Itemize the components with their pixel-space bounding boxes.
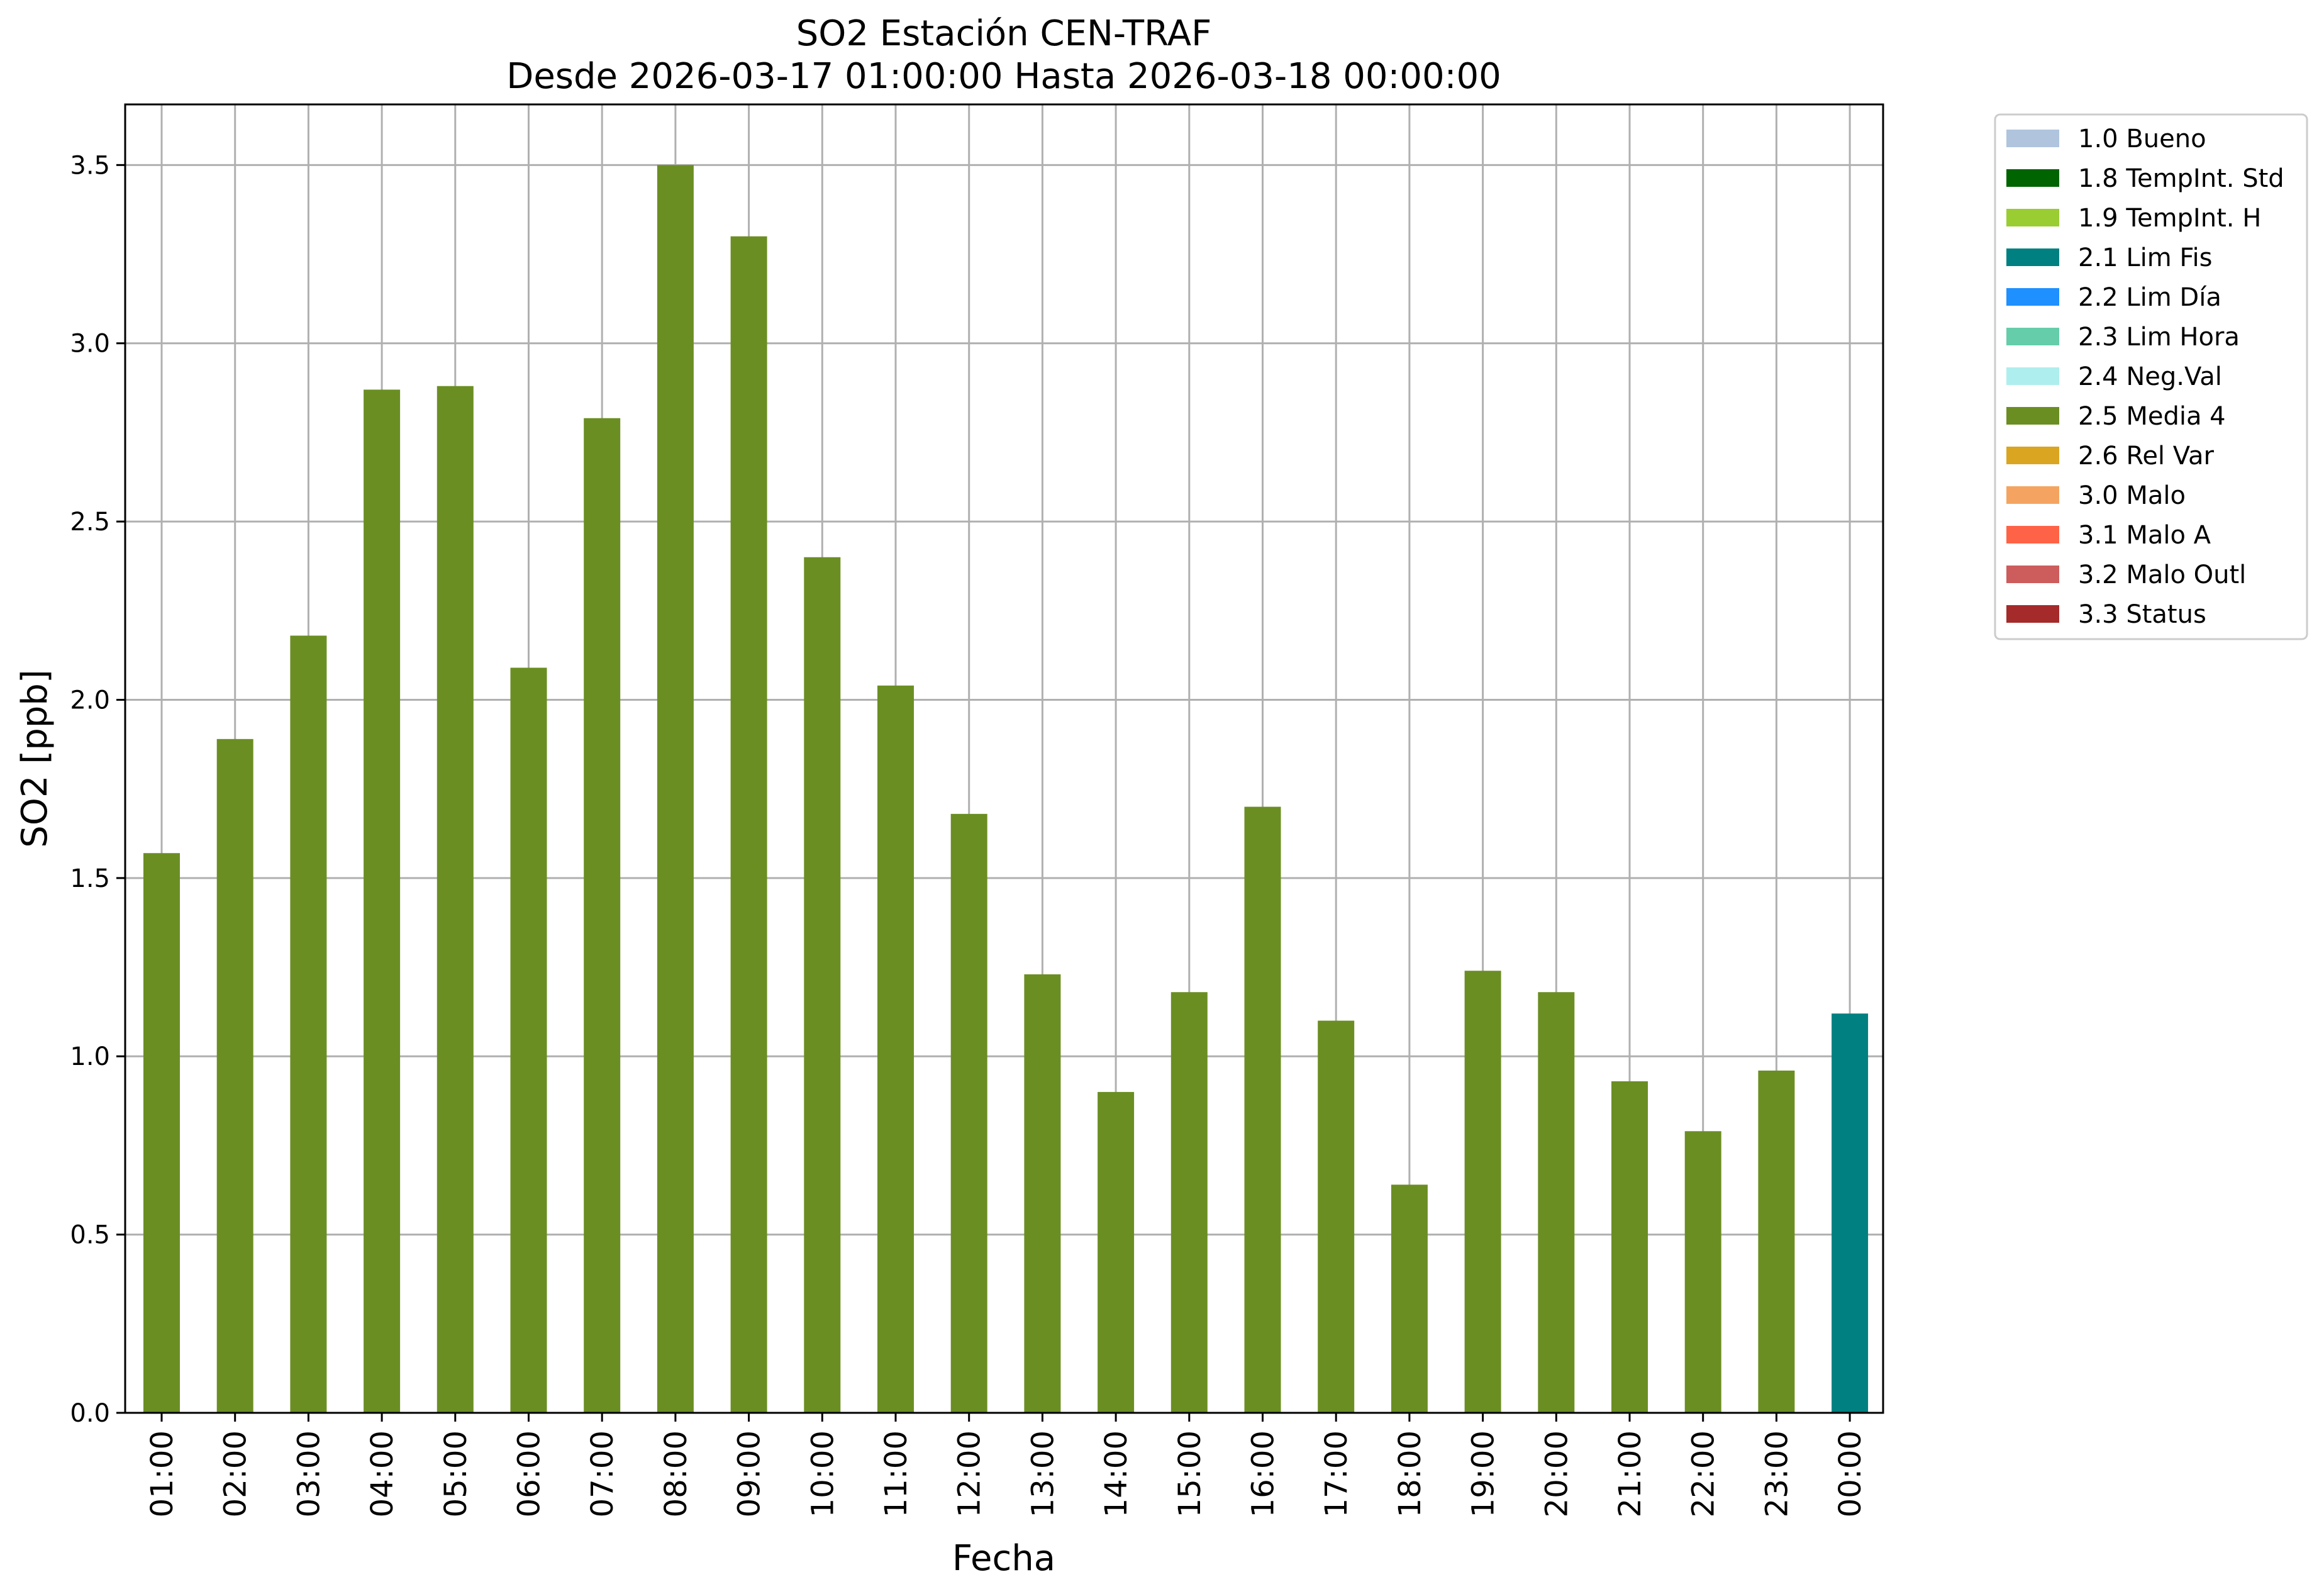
legend-swatch	[2006, 526, 2059, 543]
bar	[1391, 1184, 1428, 1413]
x-tick-label: 12:00	[952, 1430, 987, 1517]
bar	[1464, 971, 1501, 1413]
x-tick-label: 19:00	[1466, 1430, 1501, 1517]
bar	[1098, 1091, 1135, 1413]
legend-swatch	[2006, 288, 2059, 306]
legend-label: 2.6 Rel Var	[2078, 442, 2215, 471]
legend-label: 2.4 Neg.Val	[2078, 362, 2222, 391]
x-tick-label: 07:00	[585, 1430, 620, 1517]
legend-label: 1.9 TempInt. H	[2078, 204, 2261, 233]
y-tick-label: 1.0	[70, 1042, 110, 1071]
x-axis-label: Fecha	[952, 1538, 1055, 1579]
y-axis-label: SO2 [ppb]	[14, 669, 55, 847]
legend-swatch	[2006, 447, 2059, 464]
y-tick-label: 3.0	[70, 330, 110, 359]
bar	[1611, 1081, 1648, 1413]
x-tick-label: 17:00	[1319, 1430, 1354, 1517]
legend-label: 1.8 TempInt. Std	[2078, 164, 2284, 193]
bar	[1832, 1013, 1869, 1413]
legend: 1.0 Bueno 1.8 TempInt. Std 1.9 TempInt. H 2…	[1994, 113, 2308, 640]
legend-swatch	[2006, 566, 2059, 583]
x-tick-label: 18:00	[1393, 1430, 1428, 1517]
legend-swatch	[2006, 605, 2059, 623]
legend-label: 1.0 Bueno	[2078, 125, 2206, 153]
legend-swatch	[2006, 486, 2059, 504]
bar	[143, 853, 180, 1413]
x-tick-label: 21:00	[1613, 1430, 1648, 1517]
x-tick-label: 15:00	[1172, 1430, 1208, 1517]
bar	[584, 418, 621, 1413]
bar	[804, 557, 841, 1413]
bar	[1684, 1131, 1721, 1413]
bar	[1244, 806, 1281, 1413]
legend-swatch	[2006, 367, 2059, 385]
bar	[510, 667, 547, 1413]
x-tick-label: 16:00	[1246, 1430, 1281, 1517]
x-tick-label: 02:00	[218, 1430, 253, 1517]
legend-swatch	[2006, 130, 2059, 147]
bar	[436, 386, 474, 1413]
bar	[1758, 1070, 1795, 1413]
y-tick-label: 0.5	[70, 1221, 110, 1250]
bar	[730, 236, 767, 1413]
bar	[216, 738, 253, 1413]
bar	[1538, 992, 1575, 1413]
x-tick-label: 06:00	[512, 1430, 547, 1517]
bar	[1318, 1020, 1355, 1413]
plot-area-frame	[124, 103, 1884, 1414]
x-tick-label: 01:00	[145, 1430, 180, 1517]
legend-label: 3.3 Status	[2078, 600, 2206, 629]
bars	[143, 165, 1869, 1413]
x-tick-label: 09:00	[732, 1430, 767, 1517]
legend-swatch	[2006, 328, 2059, 345]
x-tick-label: 05:00	[438, 1430, 474, 1517]
x-tick-label: 10:00	[805, 1430, 840, 1517]
legend-label: 2.3 Lim Hora	[2078, 323, 2240, 352]
legend-swatch	[2006, 248, 2059, 266]
x-tick-label: 00:00	[1833, 1430, 1868, 1517]
legend-label: 2.5 Media 4	[2078, 402, 2226, 431]
x-tick-label: 08:00	[659, 1430, 694, 1517]
y-tick-label: 2.5	[70, 508, 110, 537]
bar	[290, 635, 327, 1413]
legend-label: 3.0 Malo	[2078, 481, 2186, 510]
x-tick-label: 03:00	[291, 1430, 326, 1517]
legend-frame	[1994, 113, 2308, 640]
chart-subtitle: Desde 2026-03-17 01:00:00 Hasta 2026-03-…	[506, 56, 1501, 97]
x-tick-label: 13:00	[1025, 1430, 1060, 1517]
y-tick-label: 1.5	[70, 864, 110, 893]
legend-label: 3.2 Malo Outl	[2078, 560, 2246, 589]
legend-label: 2.1 Lim Fis	[2078, 243, 2212, 272]
legend-label: 2.2 Lim Día	[2078, 283, 2221, 312]
y-tick-label: 2.0	[70, 686, 110, 715]
x-tick-label: 23:00	[1759, 1430, 1794, 1517]
y-tick-label: 0.0	[70, 1399, 110, 1428]
x-tick-label: 22:00	[1686, 1430, 1721, 1517]
bar	[364, 389, 401, 1413]
x-tick-label: 04:00	[365, 1430, 400, 1517]
legend-swatch	[2006, 169, 2059, 187]
y-axis-ticks: 0.0 0.5 1.0 1.5 2.0 2.5 3.0 3.5	[70, 151, 125, 1428]
x-axis-ticks: 01:00 02:00 03:00 04:00 05:00 06:00 07:00 08:00…	[145, 1413, 1868, 1517]
y-tick-label: 3.5	[70, 151, 110, 180]
bar	[1170, 992, 1208, 1413]
x-tick-label: 20:00	[1539, 1430, 1574, 1517]
bar	[950, 813, 987, 1413]
legend-swatch	[2006, 209, 2059, 226]
bar	[877, 685, 914, 1413]
bar	[1024, 974, 1061, 1413]
chart-title: SO2 Estación CEN-TRAF	[796, 13, 1212, 54]
bar	[657, 165, 694, 1413]
legend-swatch	[2006, 407, 2059, 425]
legend-label: 3.1 Malo A	[2078, 521, 2211, 550]
x-tick-label: 11:00	[879, 1430, 914, 1517]
x-tick-label: 14:00	[1099, 1430, 1134, 1517]
